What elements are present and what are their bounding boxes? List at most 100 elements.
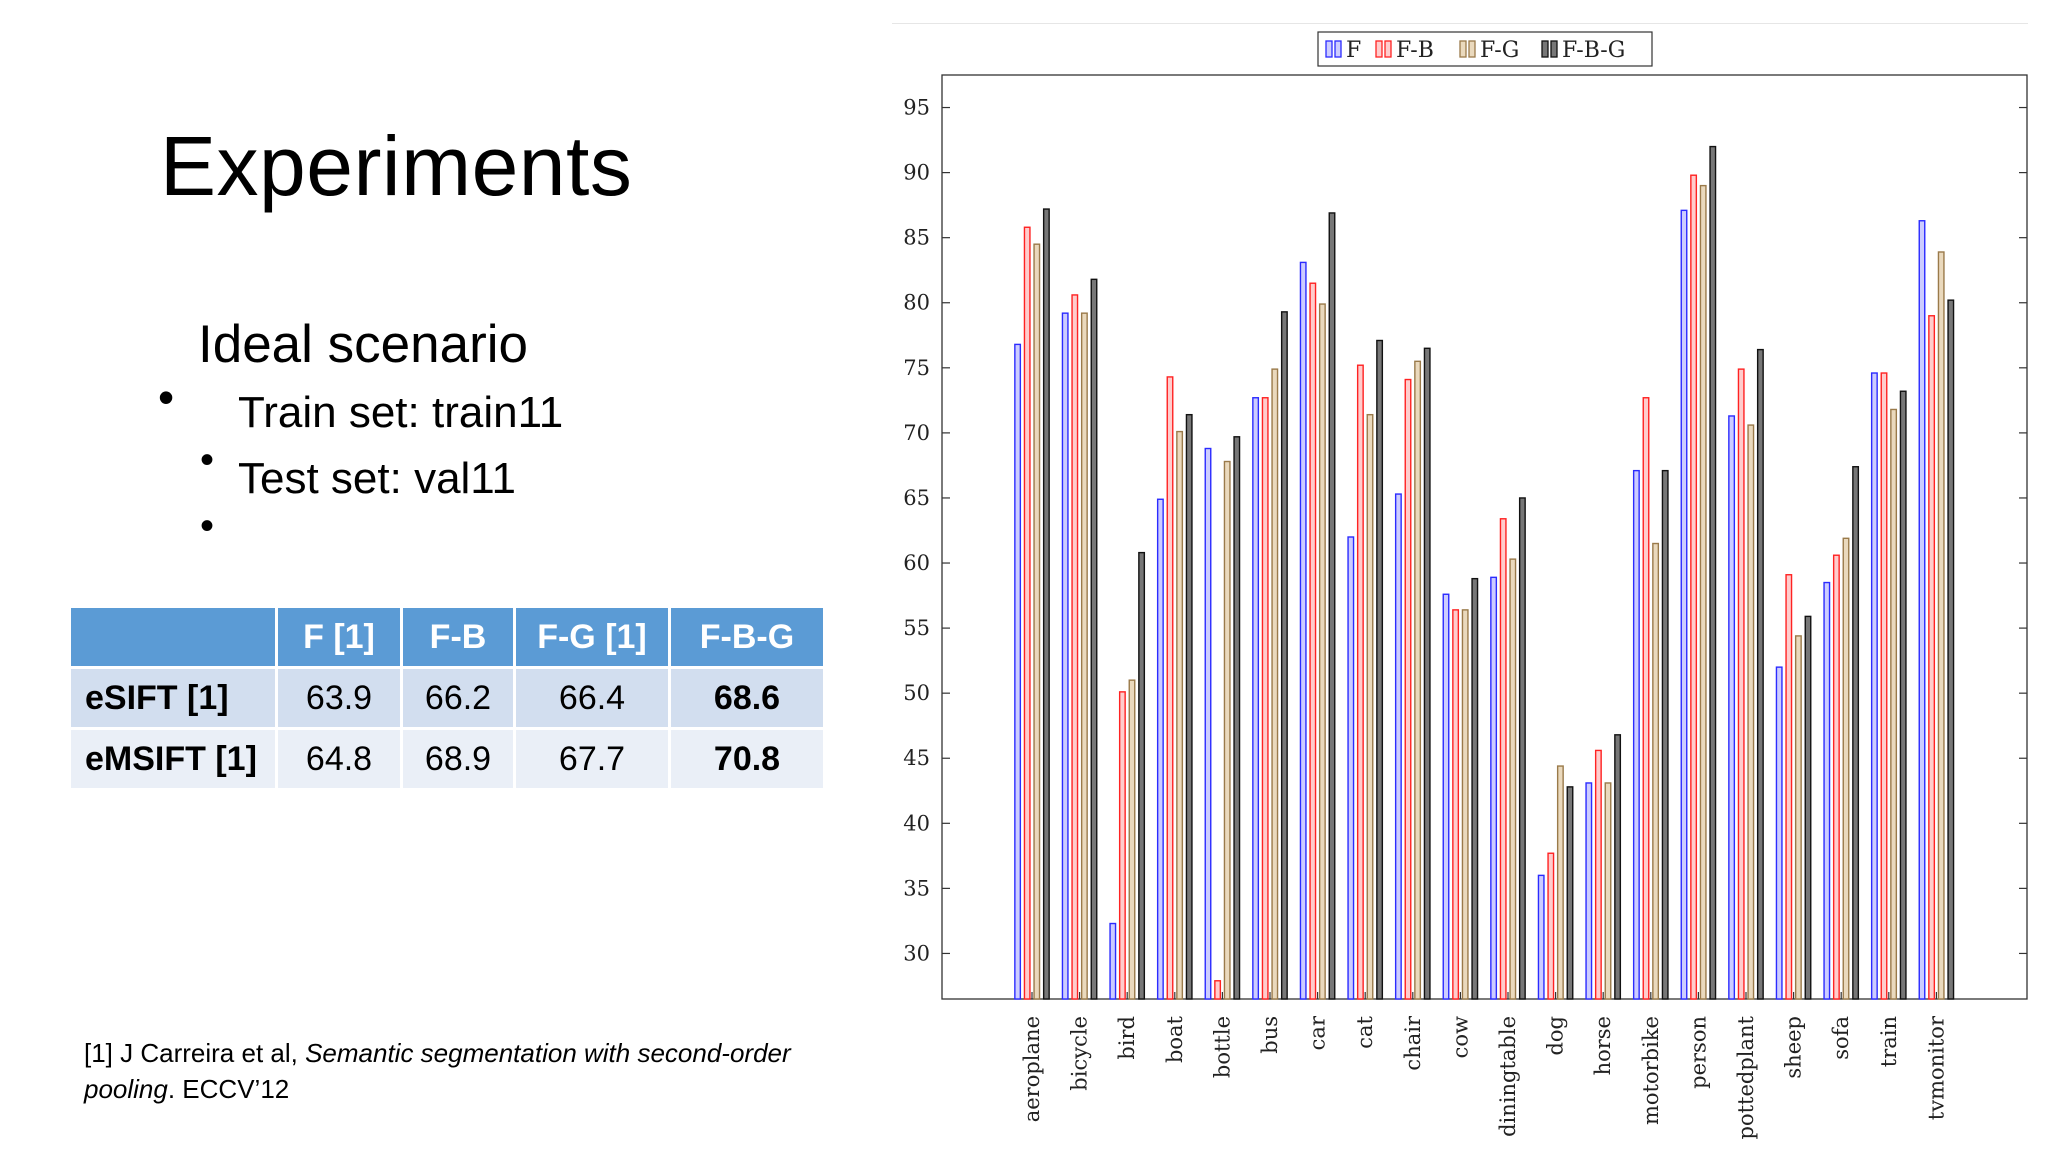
table-header-cell: F [1] <box>278 608 400 666</box>
x-tick-label: horse <box>1591 1016 1615 1075</box>
x-tick-label: person <box>1686 1016 1710 1089</box>
x-tick-label: aeroplane <box>1020 1016 1044 1122</box>
bar-f-b-g-tvmonitor <box>1947 299 1955 1000</box>
table-row: eSIFT [1] 63.9 66.2 66.4 68.6 <box>71 669 823 727</box>
table-cell: 63.9 <box>278 669 400 727</box>
bar-f-g-bus <box>1271 368 1279 1000</box>
bar-f-b-g-train <box>1899 390 1907 1000</box>
bar-f-cat <box>1347 536 1355 1000</box>
bar-f-sofa <box>1823 581 1831 1000</box>
table-header-cell: F-G [1] <box>516 608 668 666</box>
bar-f-sheep <box>1775 666 1783 1000</box>
bar-f-b-g-boat <box>1185 413 1193 1000</box>
x-tick-label: train <box>1877 1016 1901 1067</box>
bar-f-b-bottle <box>1214 980 1222 1000</box>
bar-f-b-g-bicycle <box>1090 278 1098 1000</box>
x-tick-label: bus <box>1258 1016 1282 1054</box>
legend-swatch <box>1375 40 1383 58</box>
x-tick-label: sofa <box>1829 1016 1853 1060</box>
table-header-cell: F-B-G <box>671 608 823 666</box>
bullet-main: Ideal scenario <box>158 310 563 432</box>
bar-f-dog <box>1537 874 1545 1000</box>
legend-swatch <box>1334 40 1342 58</box>
bullet-test-set: Test set: val11 <box>160 446 563 559</box>
bar-f-b-g-cat <box>1376 339 1384 1000</box>
legend-label: F-G <box>1480 38 1519 63</box>
bar-f-b-horse <box>1594 749 1602 1000</box>
x-tick-label: chair <box>1401 1015 1425 1071</box>
y-tick-label: 80 <box>903 291 930 315</box>
bar-f-tvmonitor <box>1918 220 1926 1000</box>
legend-swatch <box>1541 40 1549 58</box>
y-tick-label: 40 <box>903 811 930 835</box>
bar-f-b-car <box>1309 282 1317 1000</box>
y-tick-label: 30 <box>903 941 930 965</box>
table-row-label: eMSIFT [1] <box>71 730 275 788</box>
table-row: eMSIFT [1] 64.8 68.9 67.7 70.8 <box>71 730 823 788</box>
bar-f-g-bottle <box>1223 460 1231 1000</box>
y-tick-label: 35 <box>903 876 930 900</box>
bar-f-b-g-cow <box>1471 577 1479 1000</box>
x-tick-label: sheep <box>1782 1016 1806 1079</box>
x-tick-label: car <box>1306 1015 1330 1050</box>
bar-f-b-g-sofa <box>1852 466 1860 1000</box>
bar-f-b-g-pottedplant <box>1756 348 1764 1000</box>
bar-f-aeroplane <box>1014 343 1022 1000</box>
bar-f-g-boat <box>1176 430 1184 1000</box>
bar-f-b-person <box>1690 174 1698 1000</box>
bar-f-bicycle <box>1061 312 1069 1000</box>
bar-f-g-person <box>1699 184 1707 1000</box>
bar-f-b-g-sheep <box>1804 615 1812 1000</box>
bar-f-b-sheep <box>1785 574 1793 1000</box>
bar-f-b-diningtable <box>1499 518 1507 1000</box>
bar-f-person <box>1680 209 1688 1000</box>
bullet-train-set-text: Train set: train11 <box>238 388 564 437</box>
legend-swatch <box>1384 40 1392 58</box>
table-cell-best: 70.8 <box>671 730 823 788</box>
x-tick-label: tvmonitor <box>1924 1015 1948 1120</box>
table-cell: 64.8 <box>278 730 400 788</box>
x-tick-label: bottle <box>1210 1016 1234 1078</box>
y-tick-label: 55 <box>903 616 930 640</box>
legend-label: F-B <box>1396 38 1434 63</box>
table-cell-best: 68.6 <box>671 669 823 727</box>
table-row-label: eSIFT [1] <box>71 669 275 727</box>
x-tick-label: cat <box>1353 1015 1377 1048</box>
bar-f-g-chair <box>1414 360 1422 1000</box>
bullet-main-text: Ideal scenario <box>198 315 528 374</box>
x-tick-label: motorbike <box>1639 1016 1663 1125</box>
bar-f-diningtable <box>1490 576 1498 1000</box>
bar-f-b-cow <box>1452 609 1460 1000</box>
table-cell: 67.7 <box>516 730 668 788</box>
bar-f-b-aeroplane <box>1023 226 1031 1000</box>
bar-f-b-chair <box>1404 378 1412 1000</box>
legend-label: F-B-G <box>1562 38 1625 63</box>
y-tick-label: 85 <box>903 226 930 250</box>
results-table: F [1] F-B F-G [1] F-B-G eSIFT [1] 63.9 6… <box>68 605 826 791</box>
bar-f-g-motorbike <box>1652 542 1660 1000</box>
footnote-prefix: [1] J Carreira et al, <box>84 1038 306 1068</box>
bar-f-g-dog <box>1556 765 1564 1000</box>
bar-f-bus <box>1252 397 1260 1000</box>
bar-f-b-g-horse <box>1614 734 1622 1000</box>
bar-f-b-tvmonitor <box>1928 315 1936 1000</box>
divider-line <box>892 23 2028 24</box>
bar-f-g-bird <box>1128 679 1136 1000</box>
bar-f-b-g-diningtable <box>1518 497 1526 1000</box>
legend-swatch <box>1325 40 1333 58</box>
y-tick-label: 45 <box>903 746 930 770</box>
plot-area <box>941 74 2028 1000</box>
table-header-row: F [1] F-B F-G [1] F-B-G <box>71 608 823 666</box>
bar-f-g-horse <box>1604 782 1612 1000</box>
legend-box <box>1317 31 1653 67</box>
bar-f-car <box>1299 261 1307 1000</box>
bar-f-bird <box>1109 922 1117 1000</box>
x-tick-label: pottedplant <box>1734 1015 1758 1139</box>
bar-f-b-g-dog <box>1566 786 1574 1000</box>
y-tick-label: 65 <box>903 486 930 510</box>
x-tick-label: cow <box>1448 1016 1472 1058</box>
bar-f-b-g-chair <box>1423 347 1431 1000</box>
bar-f-b-g-aeroplane <box>1042 208 1050 1000</box>
bar-f-g-sheep <box>1794 635 1802 1000</box>
legend-swatch <box>1468 40 1476 58</box>
